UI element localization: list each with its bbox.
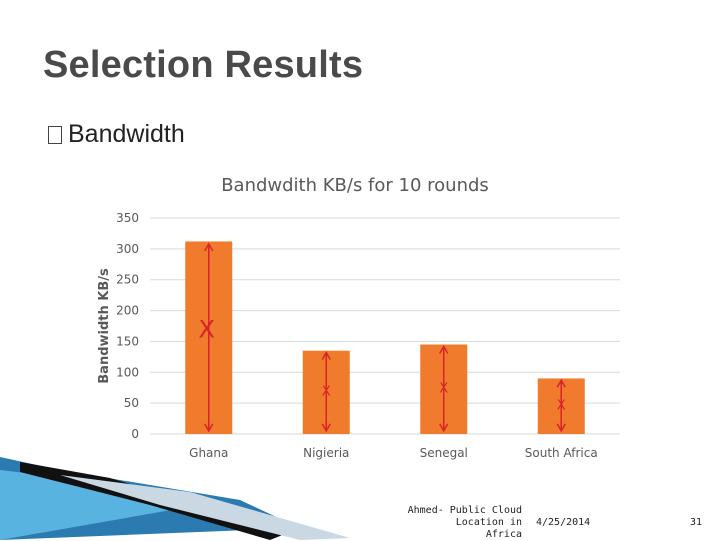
footer-caption-line2: Africa <box>485 529 522 540</box>
x-marker: X <box>439 382 448 397</box>
arrow-head-down <box>321 423 331 433</box>
arrow-head-down <box>556 423 566 433</box>
arrow-head-up <box>321 351 331 360</box>
bullet-item: Bandwidth <box>48 120 185 149</box>
y-tick-label: 0 <box>131 427 139 441</box>
x-tick-label: Nigieria <box>303 446 349 460</box>
x-tick-label: Senegal <box>420 446 468 460</box>
x-tick-label: South Africa <box>525 446 598 460</box>
x-marker: X <box>557 399 566 414</box>
arrow-head-down <box>439 423 449 433</box>
arrow-head-up <box>556 378 566 388</box>
x-marker: X <box>199 315 215 343</box>
y-tick-label: 50 <box>124 396 139 410</box>
footer-caption-line1: Ahmed- Public Cloud Location in <box>407 505 522 528</box>
slide-title: Selection Results <box>43 44 364 86</box>
bullet-text: Bandwidth <box>68 120 185 148</box>
bullet-box-icon <box>48 125 62 144</box>
y-tick-label: 200 <box>116 304 139 318</box>
x-tick-label: Ghana <box>189 446 228 460</box>
arrow-head-down <box>204 423 214 433</box>
y-tick-label: 350 <box>116 211 139 225</box>
y-tick-label: 100 <box>116 365 139 379</box>
arrow-head-up <box>439 344 449 354</box>
footer-date: 4/25/2014 <box>536 517 591 528</box>
y-tick-label: 300 <box>116 242 139 256</box>
x-marker: X <box>322 385 331 400</box>
y-tick-label: 150 <box>116 334 139 348</box>
y-axis-label: Bandwidth KB/s <box>97 268 112 384</box>
arrow-head-up <box>204 242 214 252</box>
page-number: 31 <box>690 517 703 528</box>
y-tick-label: 250 <box>116 273 139 287</box>
decorative-swoosh <box>0 457 350 540</box>
chart-title: Bandwdith KB/s for 10 rounds <box>221 175 489 196</box>
footer-caption: Ahmed- Public Cloud Location in Africa <box>362 505 522 541</box>
